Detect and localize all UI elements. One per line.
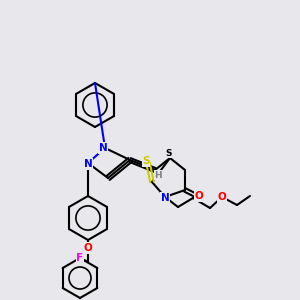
Text: N: N [99,143,107,153]
Text: S: S [142,156,150,166]
Text: O: O [218,192,226,202]
Text: H: H [154,170,162,179]
Text: S: S [166,148,172,158]
Text: O: O [195,191,203,201]
Text: F: F [76,253,84,263]
Text: N: N [160,193,169,203]
Text: N: N [84,159,92,169]
Text: O: O [84,243,92,253]
